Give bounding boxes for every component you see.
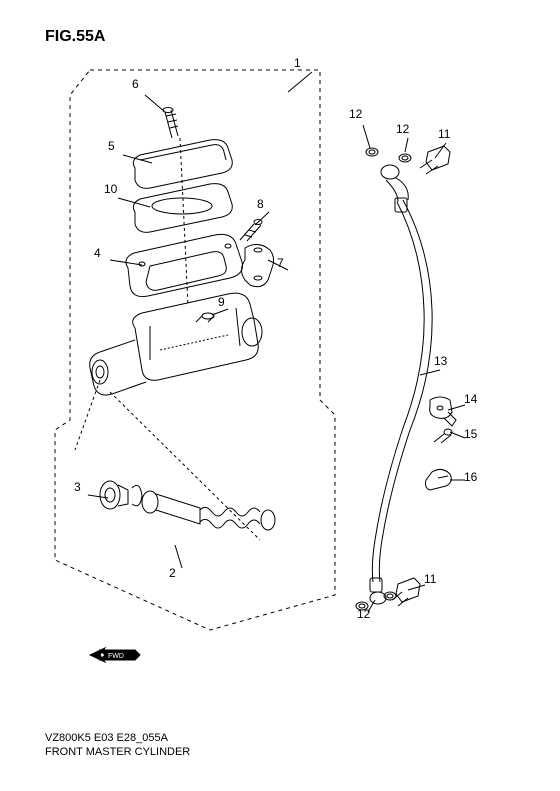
- part-circlip: [132, 485, 142, 505]
- callout-12: 12: [349, 107, 362, 121]
- callout-5: 5: [108, 139, 115, 153]
- callout-12: 12: [357, 607, 370, 621]
- part-bolt-15: [434, 429, 452, 443]
- callout-13: 13: [434, 354, 447, 368]
- callout-2: 2: [169, 566, 176, 580]
- callout-14: 14: [464, 392, 477, 406]
- master-cylinder-body: [90, 293, 262, 395]
- hose-banjo-top: [381, 165, 408, 202]
- part-cap-5: [133, 140, 232, 189]
- leader-lines: [88, 72, 465, 612]
- footer-code: VZ800K5 E03 E28_055A: [45, 732, 168, 744]
- part-clamp-7: [242, 244, 274, 286]
- callout-12: 12: [396, 122, 409, 136]
- callout-9: 9: [218, 295, 225, 309]
- part-screw-6: [163, 108, 178, 139]
- part-clip-16: [426, 469, 452, 490]
- footer-title: FRONT MASTER CYLINDER: [45, 746, 190, 758]
- part-diaphragm-10: [133, 184, 232, 233]
- part-hose-13: [370, 198, 432, 592]
- part-clamp-14: [430, 397, 456, 426]
- callout-3: 3: [74, 480, 81, 494]
- callout-16: 16: [464, 470, 477, 484]
- assembly-boundary: [55, 70, 335, 630]
- detail-zoom-lines: [75, 380, 260, 540]
- part-connector-9: [196, 313, 214, 322]
- callout-4: 4: [94, 246, 101, 260]
- part-banjo-bolt-11-top: [420, 146, 450, 174]
- part-piston-2: [142, 491, 275, 530]
- part-plate-4: [126, 234, 243, 296]
- callout-1: 1: [294, 56, 301, 70]
- hose-banjo-bottom: [370, 592, 386, 604]
- figure-title: FIG.55A: [45, 28, 105, 46]
- callout-11: 11: [424, 572, 436, 586]
- part-boot-3: [100, 481, 128, 509]
- part-banjo-bolt-11-bottom: [392, 578, 420, 606]
- callout-6: 6: [132, 77, 139, 91]
- fwd-label: FWD: [108, 653, 124, 660]
- callout-11: 11: [438, 127, 450, 141]
- callout-10: 10: [104, 182, 117, 196]
- callout-15: 15: [464, 427, 477, 441]
- callout-8: 8: [257, 197, 264, 211]
- part-bolt-8: [240, 220, 262, 242]
- callout-7: 7: [277, 256, 284, 270]
- part-washer-12-top: [366, 148, 411, 162]
